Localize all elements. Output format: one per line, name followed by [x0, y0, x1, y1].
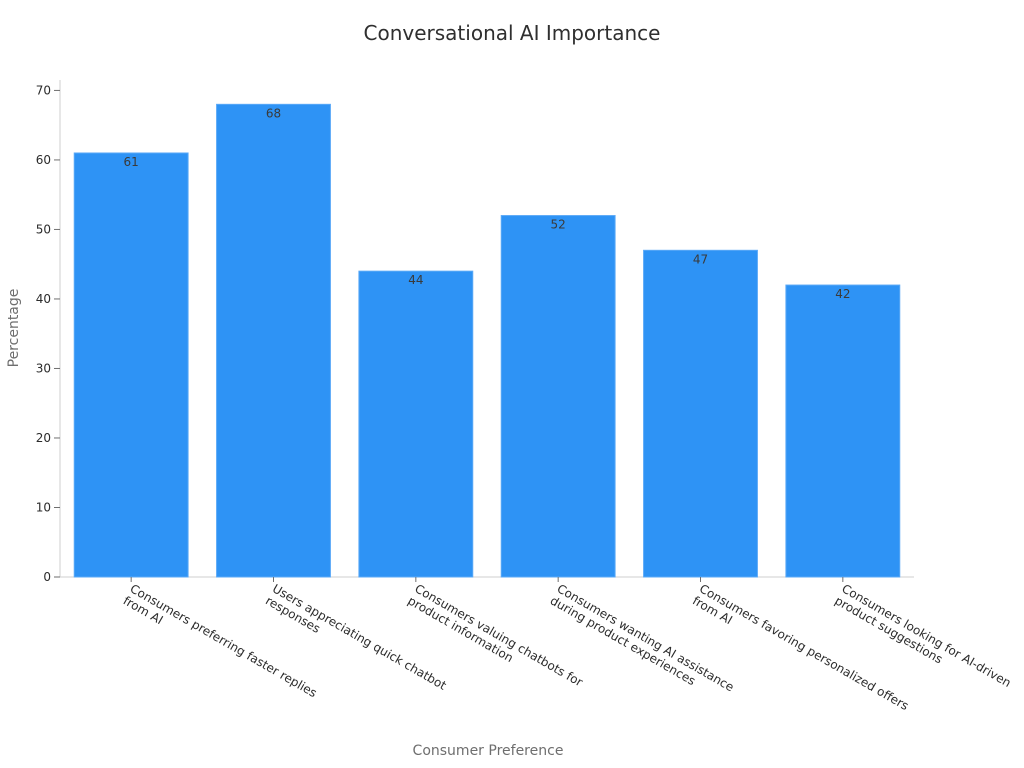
chart-title: Conversational AI Importance	[364, 21, 661, 45]
data-label-0: 61	[124, 155, 139, 169]
bar-1[interactable]	[216, 103, 331, 578]
data-label-1: 68	[266, 106, 281, 120]
y-tick-label-2: 20	[36, 431, 51, 445]
data-label-5: 42	[835, 287, 850, 301]
bar-0[interactable]	[73, 152, 189, 578]
bar-4[interactable]	[643, 249, 758, 578]
y-tick-label-1: 10	[36, 500, 51, 514]
data-label-2: 44	[408, 273, 423, 287]
y-tick-label-3: 30	[36, 361, 51, 375]
y-tick-label-6: 60	[36, 153, 51, 167]
x-axis-label: Consumer Preference	[413, 743, 564, 759]
bar-3[interactable]	[500, 215, 616, 578]
y-tick-label-4: 40	[36, 292, 51, 306]
y-tick-label-5: 50	[36, 222, 51, 236]
bar-5[interactable]	[785, 284, 901, 578]
y-axis-label: Percentage	[6, 289, 22, 368]
bar-2[interactable]	[358, 270, 474, 578]
y-tick-label-0: 0	[43, 570, 51, 584]
y-tick-label-7: 70	[36, 83, 51, 97]
data-label-4: 47	[693, 252, 708, 266]
data-label-3: 52	[551, 218, 566, 232]
